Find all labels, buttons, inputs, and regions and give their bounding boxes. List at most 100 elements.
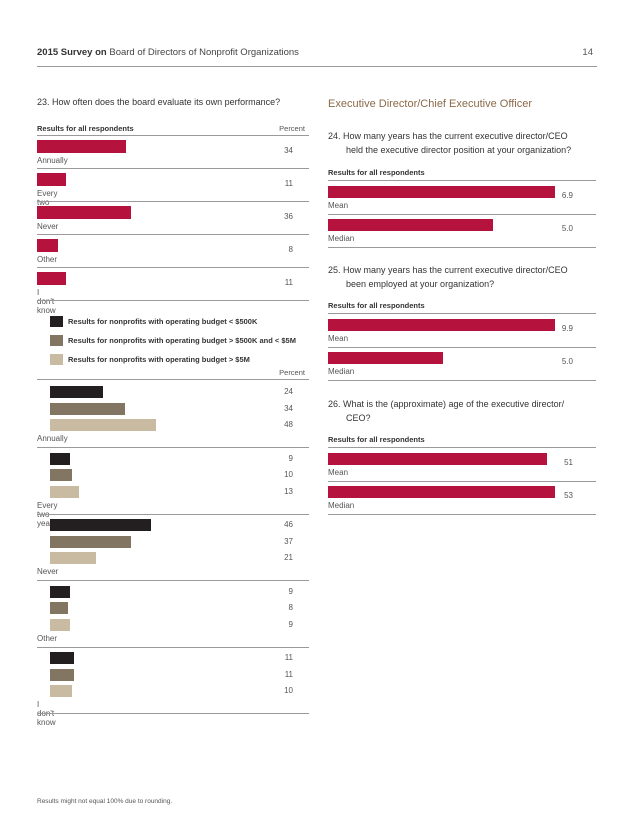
- category-median: Median: [328, 501, 355, 510]
- value-never-series-2: 37: [284, 536, 293, 546]
- bar-annually-series-1: [50, 386, 103, 398]
- category-mean: Mean: [328, 201, 349, 210]
- category-median: Median: [328, 367, 355, 376]
- bar-never-series-3: [50, 552, 97, 564]
- category-annually: Annually: [37, 434, 68, 443]
- value-never-series-3: 21: [284, 553, 293, 562]
- q25-rule: [328, 313, 596, 314]
- bar-other-series-2: [50, 602, 68, 614]
- q24-question-line1: 24. How many years has the current execu…: [328, 131, 568, 141]
- legend-label-large: Results for nonprofits with operating bu…: [68, 355, 250, 364]
- row-rule: [328, 347, 596, 348]
- section-title: Executive Director/Chief Executive Offic…: [328, 98, 532, 110]
- value-never: 36: [284, 212, 293, 221]
- value-i-don-t-know: 11: [284, 278, 293, 287]
- bar-i-don-t-know-series-3: [50, 685, 72, 697]
- value-mean: 51: [564, 458, 573, 467]
- bar-never-series-1: [50, 519, 152, 531]
- bar-i-don-t-know: [37, 272, 66, 285]
- value-annually-series-1: 24: [284, 387, 293, 396]
- category-median: Median: [328, 234, 355, 243]
- row-rule: [328, 247, 596, 248]
- group-rule: [37, 580, 309, 581]
- legend-swatch-mid: [50, 335, 63, 346]
- legend-swatch-small: [50, 316, 63, 327]
- bar-every-two-years-series-1: [50, 452, 70, 465]
- bar-every-two-years-series-3: [50, 485, 79, 498]
- bar-median: [328, 219, 493, 231]
- value-median: 5.0: [561, 357, 573, 366]
- q23-percent-label: Percent: [279, 124, 305, 133]
- row-rule: [37, 201, 309, 202]
- legend-swatch-large: [50, 354, 63, 365]
- bar-annually-series-3: [50, 419, 156, 431]
- q26-question-line1: 26. What is the (approximate) age of the…: [328, 399, 565, 409]
- value-every-two-years: 11: [284, 179, 293, 188]
- bar-other-series-3: [50, 618, 70, 631]
- legend-label-small: Results for nonprofits with operating bu…: [68, 317, 258, 326]
- q23-question: 23. How often does the board evaluate it…: [37, 97, 281, 107]
- category-i-don-t-know: I don't know: [37, 288, 56, 315]
- value-i-don-t-know-series-2: 11: [284, 669, 293, 679]
- value-every-two-years-series-1: 9: [288, 453, 293, 463]
- bar-annually-series-2: [50, 402, 125, 415]
- row-rule: [328, 380, 596, 381]
- value-other-series-3: 9: [288, 619, 293, 629]
- q23-budget-percent-label: Percent: [279, 368, 305, 377]
- q26-sub-label: Results for all respondents: [328, 435, 425, 444]
- q25-question-line2: been employed at your organization?: [346, 279, 495, 289]
- bar-i-don-t-know-series-1: [50, 652, 75, 664]
- group-rule: [37, 646, 309, 648]
- q24-rule: [328, 180, 596, 181]
- q25-sub-label: Results for all respondents: [328, 301, 425, 310]
- value-i-don-t-know-series-3: 10: [284, 686, 293, 695]
- bar-never: [37, 206, 132, 219]
- category-other: Other: [37, 633, 58, 643]
- row-rule: [37, 234, 309, 235]
- value-mean: 9.9: [561, 324, 573, 333]
- value-i-don-t-know-series-1: 11: [284, 653, 293, 662]
- bar-i-don-t-know-series-2: [50, 668, 75, 681]
- row-rule: [328, 481, 596, 482]
- footnote: Results might not equal 100% due to roun…: [37, 798, 173, 805]
- group-rule: [37, 513, 309, 515]
- category-other: Other: [37, 255, 58, 264]
- value-annually-series-2: 34: [284, 403, 293, 413]
- category-mean: Mean: [328, 334, 349, 343]
- bar-median: [328, 486, 556, 498]
- value-other-series-2: 8: [288, 603, 293, 612]
- bar-mean: [328, 453, 547, 465]
- value-every-two-years-series-3: 13: [284, 486, 293, 496]
- bar-mean: [328, 319, 556, 331]
- bar-every-two-years-series-2: [50, 469, 72, 481]
- group-rule: [37, 447, 309, 448]
- q26-rule: [328, 447, 596, 448]
- bar-median: [328, 352, 443, 364]
- q24-question: 24. How many years has the current execu…: [328, 129, 608, 157]
- value-median: 5.0: [561, 224, 573, 233]
- q23-rule: [37, 135, 309, 136]
- bar-every-two-years: [37, 173, 66, 186]
- group-rule: [37, 713, 309, 714]
- value-annually: 34: [284, 146, 293, 155]
- page-number: 14: [582, 47, 593, 58]
- row-rule: [328, 214, 596, 215]
- value-median: 53: [564, 491, 573, 500]
- q24-question-line2: held the executive director position at …: [346, 145, 572, 155]
- bar-other: [37, 239, 58, 252]
- value-annually-series-3: 48: [284, 420, 293, 429]
- header-title: Board of Directors of Nonprofit Organiza…: [109, 47, 299, 58]
- value-mean: 6.9: [561, 191, 573, 200]
- q23-budget-rule: [37, 379, 309, 380]
- value-every-two-years-series-2: 10: [284, 470, 293, 479]
- q23-sub-label: Results for all respondents: [37, 124, 134, 133]
- header-title-bold: 2015 Survey on: [37, 47, 107, 58]
- row-rule: [37, 267, 309, 268]
- category-never: Never: [37, 222, 59, 231]
- q26-question-line2: CEO?: [346, 413, 371, 423]
- bar-mean: [328, 186, 556, 198]
- category-never: Never: [37, 567, 59, 576]
- q24-sub-label: Results for all respondents: [328, 168, 425, 177]
- category-mean: Mean: [328, 468, 349, 477]
- value-never-series-1: 46: [284, 520, 293, 529]
